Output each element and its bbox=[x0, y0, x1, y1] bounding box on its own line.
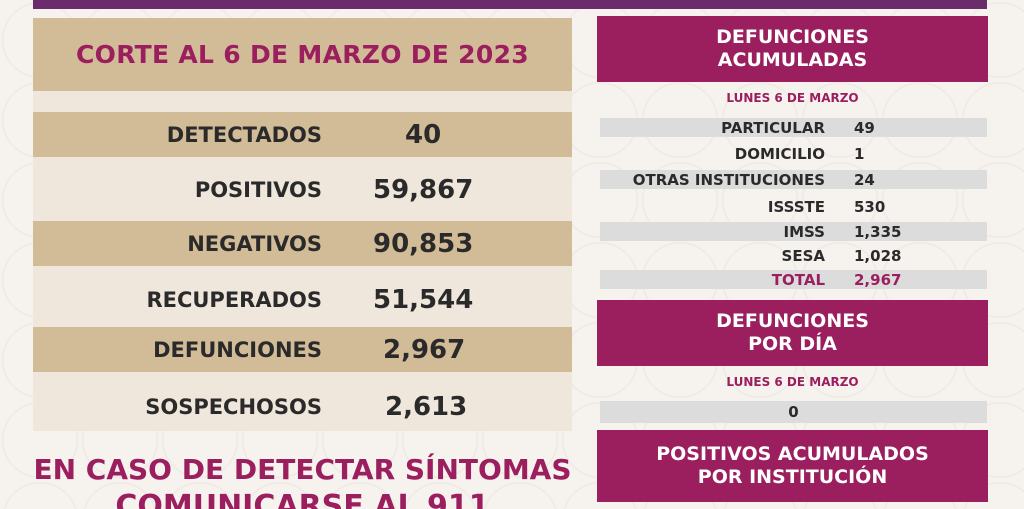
deaths-total-label: TOTAL bbox=[771, 271, 825, 289]
stat-value: 2,613 bbox=[385, 391, 468, 422]
deaths-total-value: 2,967 bbox=[854, 271, 902, 289]
deaths-row-imss: IMSS 1,335 bbox=[600, 222, 987, 241]
deaths-row-particular: PARTICULAR 49 bbox=[600, 118, 987, 137]
stat-label: RECUPERADOS bbox=[146, 287, 322, 312]
deaths-per-day-value: 0 bbox=[600, 401, 987, 423]
deaths-row-issste: ISSSTE 530 bbox=[600, 197, 987, 216]
stat-label: DETECTADOS bbox=[166, 122, 322, 147]
deaths-per-day-title-1: DEFUNCIONES bbox=[716, 310, 869, 332]
deaths-row-value: 530 bbox=[854, 198, 886, 216]
deaths-accumulated-date: LUNES 6 DE MARZO bbox=[726, 91, 859, 105]
deaths-accumulated-title-2: ACUMULADAS bbox=[717, 49, 868, 71]
stat-label: POSITIVOS bbox=[194, 177, 322, 202]
stat-label: SOSPECHOSOS bbox=[145, 394, 322, 419]
cutoff-date-text: CORTE AL 6 DE MARZO DE 2023 bbox=[76, 40, 529, 69]
stat-value: 59,867 bbox=[373, 174, 474, 205]
deaths-per-day-date: LUNES 6 DE MARZO bbox=[726, 375, 859, 389]
alert-line-1: EN CASO DE DETECTAR SÍNTOMAS bbox=[33, 453, 572, 486]
deaths-row-label: DOMICILIO bbox=[734, 145, 825, 163]
deaths-row-sesa: SESA 1,028 bbox=[600, 246, 987, 265]
stat-value: 90,853 bbox=[373, 228, 474, 259]
deaths-row-domicilio: DOMICILIO 1 bbox=[600, 144, 987, 163]
stat-row-sospechosos: SOSPECHOSOS 2,613 bbox=[33, 384, 572, 429]
stat-value: 51,544 bbox=[373, 284, 474, 315]
deaths-row-label: SESA bbox=[781, 247, 825, 265]
top-purple-bar bbox=[33, 0, 987, 9]
stat-row-detectados: DETECTADOS 40 bbox=[33, 112, 572, 157]
cutoff-date-header: CORTE AL 6 DE MARZO DE 2023 bbox=[33, 18, 572, 91]
stat-value: 40 bbox=[405, 119, 442, 150]
positives-institution-header: POSITIVOS ACUMULADOS POR INSTITUCIÓN bbox=[597, 430, 988, 502]
stat-label: DEFUNCIONES bbox=[153, 337, 322, 362]
deaths-row-total: TOTAL 2,967 bbox=[600, 270, 987, 289]
deaths-accumulated-title-1: DEFUNCIONES bbox=[716, 26, 869, 48]
deaths-row-value: 24 bbox=[854, 171, 875, 189]
stat-row-defunciones: DEFUNCIONES 2,967 bbox=[33, 327, 572, 372]
stat-row-positivos: POSITIVOS 59,867 bbox=[33, 167, 572, 212]
deaths-row-value: 1 bbox=[854, 145, 865, 163]
deaths-row-value: 49 bbox=[854, 119, 875, 137]
deaths-row-value: 1,028 bbox=[854, 247, 902, 265]
deaths-row-label: ISSSTE bbox=[767, 198, 825, 216]
stat-value: 2,967 bbox=[383, 334, 466, 365]
deaths-per-day-title-2: POR DÍA bbox=[748, 333, 837, 355]
positives-institution-title-1: POSITIVOS ACUMULADOS bbox=[656, 443, 929, 465]
deaths-row-label: PARTICULAR bbox=[721, 119, 825, 137]
deaths-row-label: OTRAS INSTITUCIONES bbox=[632, 171, 825, 189]
deaths-row-otras: OTRAS INSTITUCIONES 24 bbox=[600, 170, 987, 189]
alert-line-2: COMUNICARSE AL 911 bbox=[115, 489, 490, 509]
deaths-row-value: 1,335 bbox=[854, 223, 902, 241]
summary-panel: CORTE AL 6 DE MARZO DE 2023 DETECTADOS 4… bbox=[33, 18, 572, 431]
deaths-accumulated-header: DEFUNCIONES ACUMULADAS bbox=[597, 16, 988, 82]
stat-row-negativos: NEGATIVOS 90,853 bbox=[33, 221, 572, 266]
deaths-per-day-header: DEFUNCIONES POR DÍA bbox=[597, 300, 988, 366]
deaths-row-label: IMSS bbox=[783, 223, 825, 241]
stat-label: NEGATIVOS bbox=[187, 231, 322, 256]
stat-row-recuperados: RECUPERADOS 51,544 bbox=[33, 277, 572, 322]
positives-institution-title-2: POR INSTITUCIÓN bbox=[697, 466, 888, 488]
